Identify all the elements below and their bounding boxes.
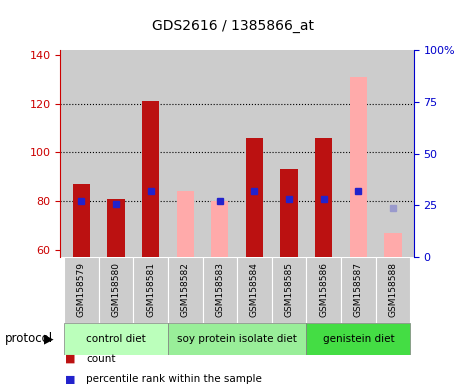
Text: GSM158587: GSM158587 [354, 262, 363, 318]
Text: GSM158588: GSM158588 [389, 262, 398, 318]
Text: soy protein isolate diet: soy protein isolate diet [177, 334, 297, 344]
Text: ▶: ▶ [44, 333, 53, 345]
Bar [202, 257, 237, 323]
Text: GSM158585: GSM158585 [285, 262, 293, 318]
Text: GSM158581: GSM158581 [146, 262, 155, 318]
Bar [64, 323, 168, 354]
Bar [385, 233, 402, 257]
Bar [306, 257, 341, 323]
Bar [376, 257, 411, 323]
Bar [306, 323, 411, 354]
Text: GSM158579: GSM158579 [77, 262, 86, 318]
Text: GSM158583: GSM158583 [215, 262, 224, 318]
Bar [341, 257, 376, 323]
Bar [350, 77, 367, 257]
Text: count: count [86, 354, 115, 364]
Bar [237, 257, 272, 323]
Text: GSM158584: GSM158584 [250, 263, 259, 317]
Bar [280, 169, 298, 257]
Text: GSM158586: GSM158586 [319, 262, 328, 318]
Text: GSM158582: GSM158582 [181, 263, 190, 317]
Bar [168, 323, 306, 354]
Text: genistein diet: genistein diet [323, 334, 394, 344]
Bar [272, 257, 306, 323]
Bar [133, 257, 168, 323]
Text: ■: ■ [65, 354, 76, 364]
Text: GDS2616 / 1385866_at: GDS2616 / 1385866_at [152, 19, 313, 33]
Bar [99, 257, 133, 323]
Bar [211, 201, 228, 257]
Bar [73, 184, 90, 257]
Text: control diet: control diet [86, 334, 146, 344]
Bar [64, 257, 99, 323]
Bar [246, 138, 263, 257]
Bar [315, 138, 332, 257]
Bar [142, 101, 159, 257]
Bar [177, 191, 194, 257]
Text: percentile rank within the sample: percentile rank within the sample [86, 374, 262, 384]
Text: protocol: protocol [5, 333, 53, 345]
Text: GSM158580: GSM158580 [112, 262, 120, 318]
Bar [107, 199, 125, 257]
Bar [168, 257, 202, 323]
Text: ■: ■ [65, 374, 76, 384]
